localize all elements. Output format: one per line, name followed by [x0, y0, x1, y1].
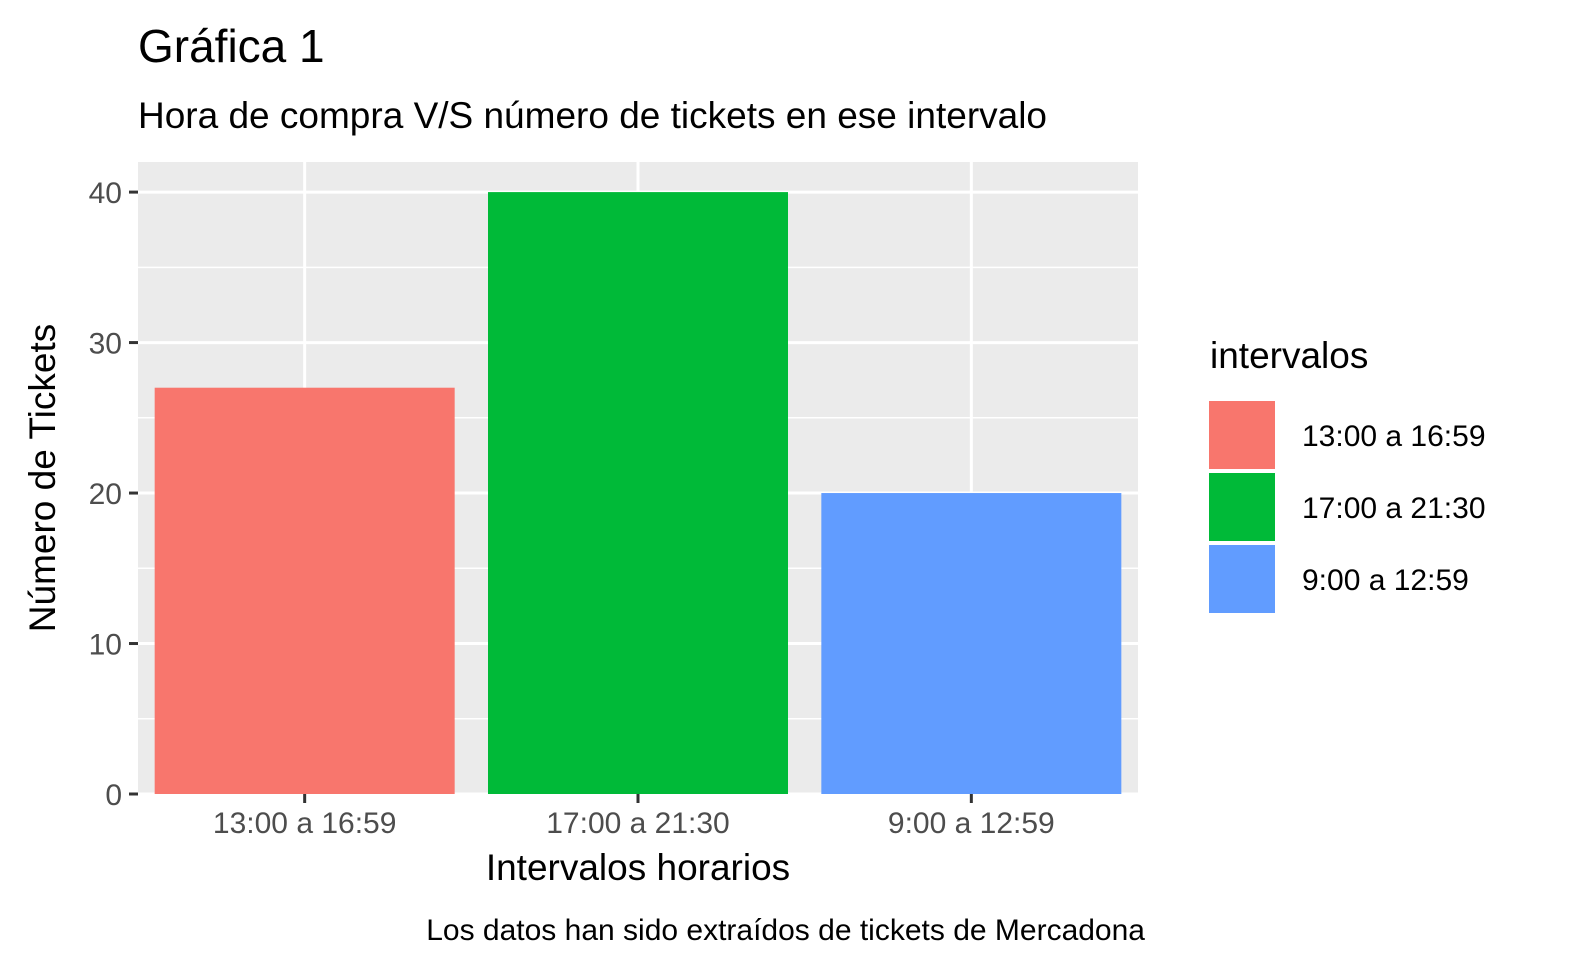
legend-key: [1207, 543, 1277, 615]
x-tick-label: 17:00 a 21:30: [546, 807, 730, 840]
axes: 0 10 20 30 40 13:00 a 16:59 17:00 a 21:30 9:00 …: [89, 177, 1055, 840]
y-axis-title: Número de Tickets: [22, 324, 63, 632]
y-tick-label: 40: [89, 177, 122, 210]
bar: [154, 387, 455, 794]
chart-subtitle: Hora de compra V/S número de tickets en …: [138, 95, 1047, 136]
y-tick-label: 0: [105, 779, 122, 812]
legend-key: [1207, 471, 1277, 543]
y-tick-label: 20: [89, 478, 122, 511]
legend-label: 17:00 a 21:30: [1302, 492, 1486, 525]
legend-label: 9:00 a 12:59: [1302, 564, 1469, 597]
x-tick-label: 13:00 a 16:59: [213, 807, 397, 840]
legend: 13:00 a 16:59 17:00 a 21:30 9:00 a 12:59: [1207, 399, 1486, 615]
legend-title: intervalos: [1210, 335, 1368, 376]
bar: [488, 192, 788, 795]
legend-label: 13:00 a 16:59: [1302, 420, 1486, 453]
y-tick-label: 30: [89, 328, 122, 361]
bar: [821, 493, 1122, 794]
x-axis-title: Intervalos horarios: [486, 847, 790, 888]
y-tick-label: 10: [89, 629, 122, 662]
bars: [154, 192, 1122, 795]
chart-caption: Los datos han sido extraídos de tickets …: [426, 914, 1145, 947]
x-tick-label: 9:00 a 12:59: [888, 807, 1055, 840]
chart-title: Gráfica 1: [138, 20, 325, 72]
legend-key: [1207, 399, 1277, 471]
